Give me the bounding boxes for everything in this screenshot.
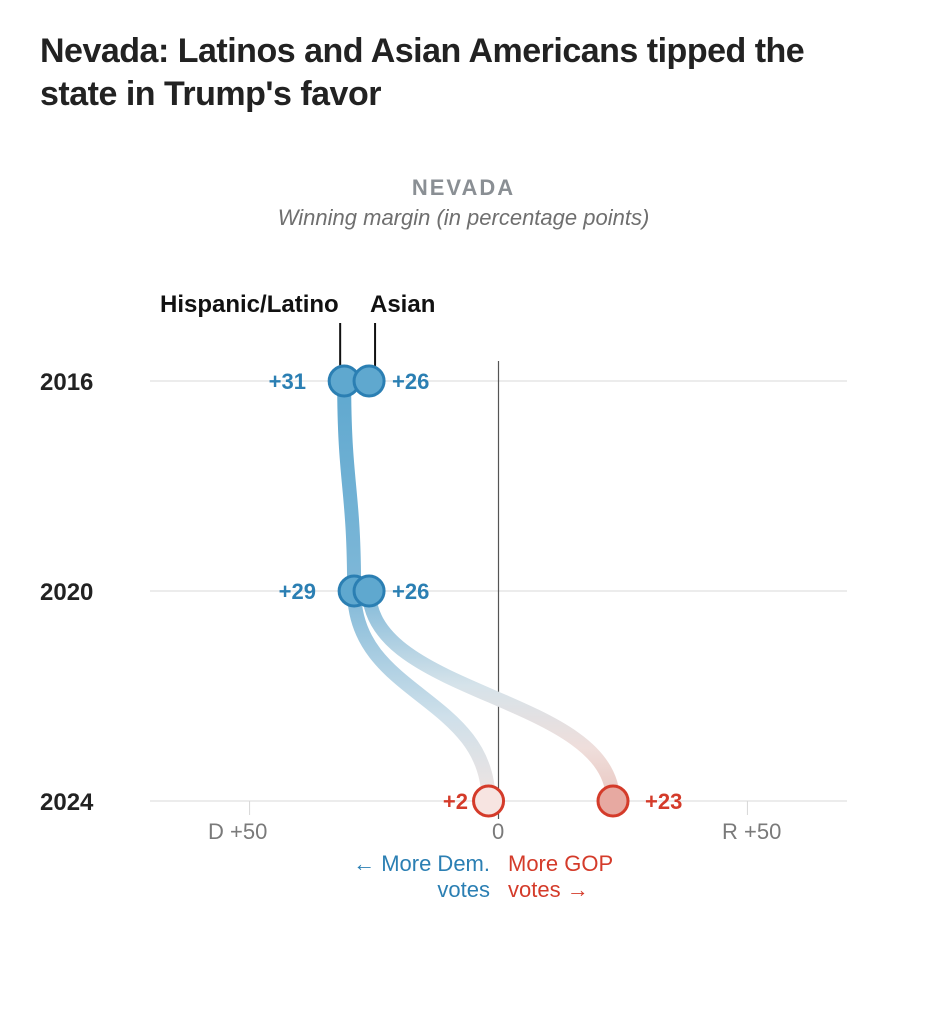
chart-subtitle: Winning margin (in percentage points) — [40, 205, 887, 231]
data-label-hisp-2016: +31 — [256, 369, 306, 395]
chart-headline: Nevada: Latinos and Asian Americans tipp… — [40, 30, 887, 115]
chart-state-label: NEVADA — [40, 175, 887, 201]
data-label-hisp-2020: +29 — [266, 579, 316, 605]
chart-plot: 2016 2020 2024 Hispanic/Latino Asian — [40, 261, 887, 901]
chart-container: NEVADA Winning margin (in percentage poi… — [40, 175, 887, 901]
legend-dem: ← More Dem. votes — [340, 851, 490, 904]
axis-tick-r50: R +50 — [722, 819, 781, 845]
axis-tick-zero: 0 — [492, 819, 504, 845]
axis-tick-d50: D +50 — [208, 819, 267, 845]
legend-gop: More GOP votes → — [508, 851, 613, 904]
data-label-asian-2020: +26 — [392, 579, 429, 605]
data-label-asian-2016: +26 — [392, 369, 429, 395]
data-label-hisp-2024: +2 — [428, 789, 468, 815]
data-label-asian-2024: +23 — [645, 789, 682, 815]
